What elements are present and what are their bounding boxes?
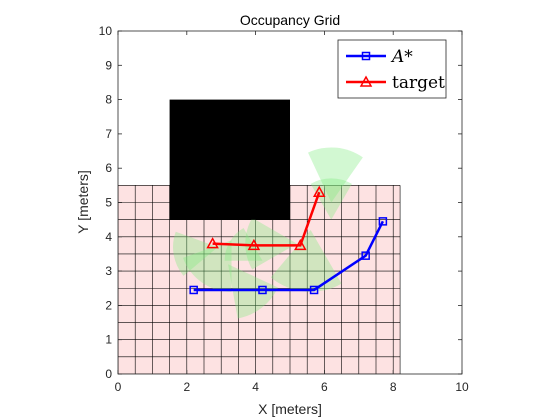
x-tick-label: 10 (455, 380, 469, 394)
sensor-fov-wedge (270, 229, 342, 292)
x-tick-label: 2 (183, 380, 190, 394)
y-tick-label: 1 (105, 333, 112, 347)
chart-title: Occupancy Grid (240, 12, 340, 28)
x-tick-label: 8 (390, 380, 397, 394)
axis-ticks: 0 2 4 6 8 10 0 1 2 3 4 5 6 7 8 9 10 (99, 24, 469, 394)
y-axis-label: Y [meters] (75, 170, 91, 234)
y-tick-label: 3 (105, 264, 112, 278)
legend-box (337, 39, 447, 99)
y-tick-label: 8 (105, 93, 112, 107)
sensor-fov-wedge (173, 231, 218, 276)
series-astar-point (258, 285, 267, 295)
legend-target-label: target (392, 73, 445, 93)
series-target-point (206, 237, 219, 249)
legend: A* target (337, 39, 447, 99)
series-target-point (247, 238, 261, 251)
legend-target-marker (359, 75, 373, 87)
series-astar-point (361, 251, 370, 260)
series-astar-point (309, 285, 319, 295)
y-tick-label: 5 (105, 196, 112, 210)
y-tick-label: 0 (105, 367, 112, 381)
sensor-fov-wedge (183, 240, 232, 292)
sensor-fov-wedge (245, 217, 297, 270)
y-tick-label: 4 (105, 230, 112, 244)
y-tick-label: 9 (105, 58, 112, 72)
sensor-fov-wedge (228, 264, 278, 319)
series-layer (189, 185, 388, 295)
series-astar-point (378, 217, 388, 226)
y-tick-label: 10 (99, 24, 113, 38)
x-tick-label: 4 (252, 380, 259, 394)
x-axis-label: X [meters] (258, 401, 322, 417)
y-tick-label: 2 (105, 298, 112, 312)
sensor-fov-wedge (308, 147, 363, 203)
legend-astar-label: A* (390, 47, 413, 67)
y-tick-label: 6 (105, 161, 112, 175)
series-target-point (294, 238, 307, 251)
x-tick-label: 0 (115, 380, 122, 394)
series-target-point (312, 185, 326, 197)
series-astar-line (193, 220, 384, 292)
y-tick-label: 7 (105, 127, 112, 141)
series-target-line (212, 191, 321, 247)
series-astar-point (189, 285, 198, 295)
obstacle-layer (169, 99, 290, 220)
legend-astar-marker (361, 51, 371, 61)
obstacle-block (169, 99, 290, 220)
sensor-fov-wedge (310, 178, 352, 220)
x-tick-label: 6 (321, 380, 328, 394)
